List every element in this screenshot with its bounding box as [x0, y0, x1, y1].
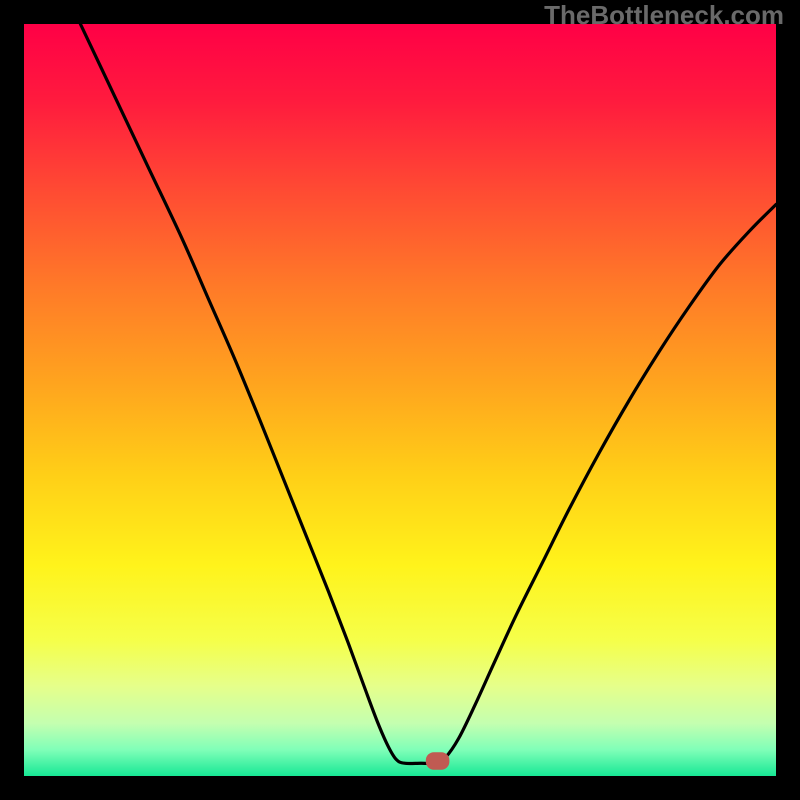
plot-area: [24, 24, 776, 776]
watermark-text: TheBottleneck.com: [544, 0, 784, 31]
bottleneck-curve: [24, 24, 776, 776]
optimal-point-marker: [426, 753, 449, 770]
